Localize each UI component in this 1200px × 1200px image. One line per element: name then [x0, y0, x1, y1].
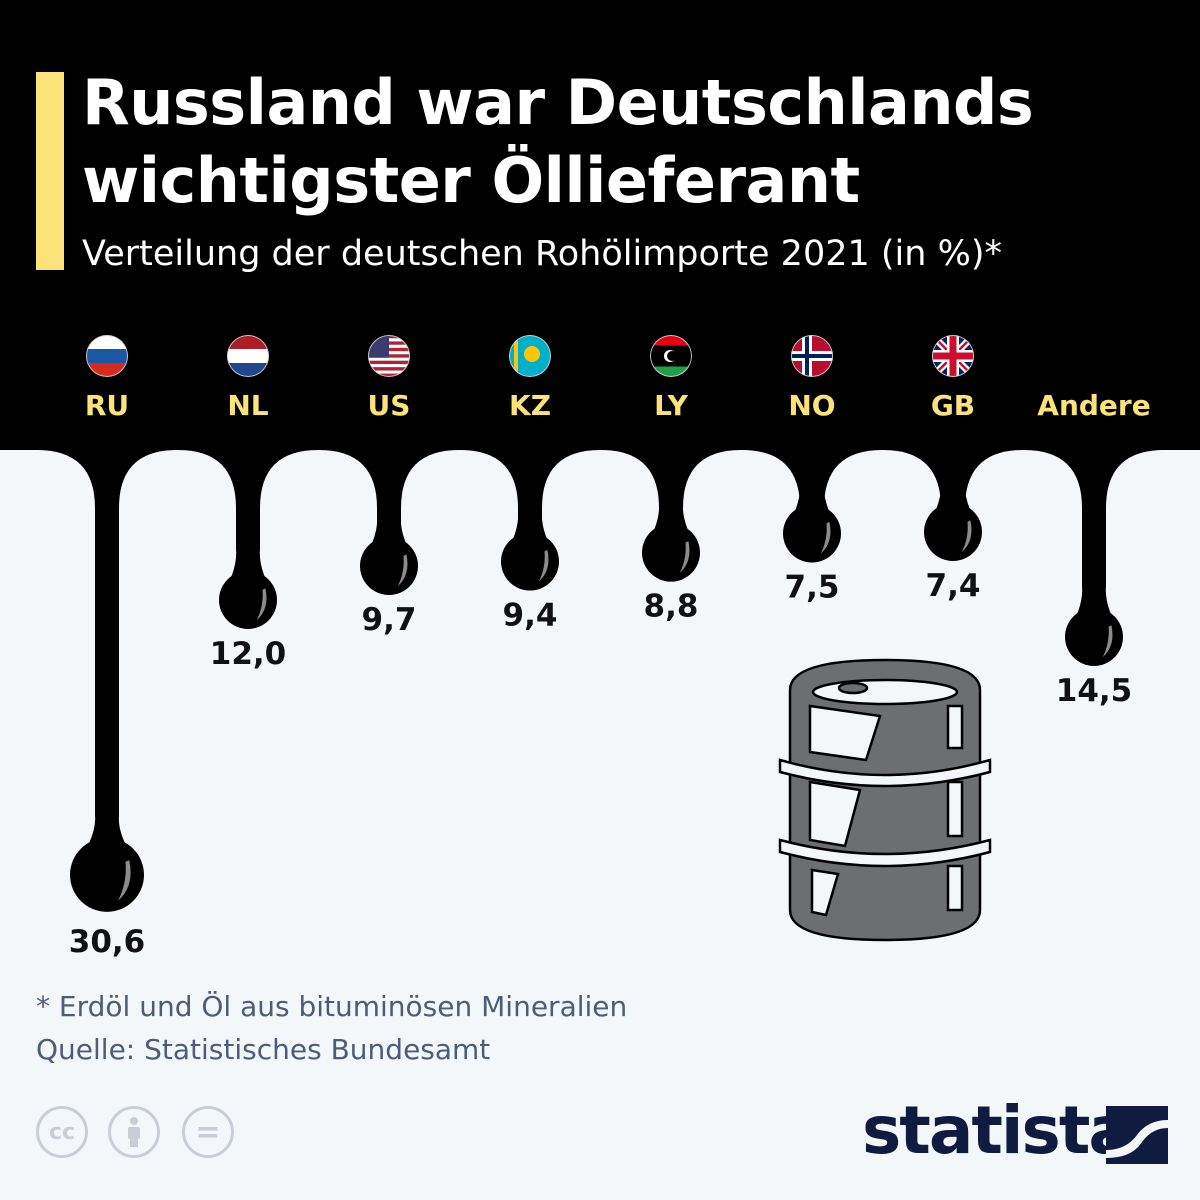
drip-US: 9,7 — [360, 450, 418, 638]
drip-NO: 7,5 — [783, 450, 841, 605]
drip-bulb — [501, 532, 559, 591]
kazakhstan-flag — [509, 335, 551, 377]
drip-GB: 7,4 — [924, 450, 982, 604]
drip-gap — [401, 450, 518, 1200]
drip-highlight — [118, 860, 131, 901]
category-label: LY — [654, 389, 688, 422]
drip-bulb — [1065, 607, 1123, 666]
drip-gap — [119, 450, 236, 1200]
drip-bulb — [924, 502, 982, 561]
drip-KZ: 9,4 — [501, 450, 559, 634]
drip-gap — [0, 450, 95, 1200]
drip-bulb — [783, 504, 841, 563]
drip-highlight — [397, 554, 408, 587]
drip-highlight — [538, 549, 549, 582]
usa-flag — [368, 335, 410, 377]
drip-highlight — [820, 521, 831, 554]
value-label: 8,8 — [644, 589, 699, 625]
title-accent-bar — [36, 72, 64, 270]
no-derivatives-icon[interactable]: = — [182, 1106, 234, 1158]
source: Quelle: Statistisches Bundesamt — [36, 1033, 491, 1066]
russia-flag — [86, 335, 128, 377]
drip-gap — [965, 450, 1082, 1200]
value-label: 12,0 — [210, 636, 287, 672]
norway-flag — [791, 335, 833, 377]
drip-Andere: 14,5 — [1056, 450, 1133, 709]
attribution-icon[interactable] — [108, 1106, 160, 1158]
drip-NL: 12,0 — [210, 450, 287, 672]
drip-highlight — [1102, 625, 1113, 658]
drip-gap — [260, 450, 377, 1200]
header-background — [0, 0, 1200, 530]
drip-highlight — [256, 588, 267, 621]
drip-gap — [683, 450, 800, 1200]
value-label: 7,4 — [926, 568, 981, 604]
category-label: US — [368, 389, 411, 422]
drip-bulb — [70, 837, 144, 912]
cc-icon[interactable]: cc — [36, 1106, 88, 1158]
footnote: * Erdöl und Öl aus bituminösen Mineralie… — [36, 990, 628, 1023]
drip-LY: 8,8 — [642, 450, 700, 625]
category-label: KZ — [509, 389, 551, 422]
drip-bulb — [360, 536, 418, 595]
category-label: GB — [931, 389, 975, 422]
value-label: 14,5 — [1056, 673, 1133, 709]
statista-logo[interactable]: statista — [862, 1092, 1168, 1169]
value-label: 9,4 — [503, 598, 558, 634]
libya-flag — [650, 335, 692, 377]
value-label: 9,7 — [362, 602, 417, 638]
drip-highlight — [961, 520, 972, 553]
drip-stem — [1065, 450, 1123, 637]
drip-stem — [70, 450, 144, 875]
drip-stem — [642, 450, 700, 553]
uk-flag — [932, 335, 974, 377]
value-label: 30,6 — [69, 924, 146, 960]
drip-bulb — [642, 523, 700, 582]
value-label: 7,5 — [785, 569, 840, 605]
drip-RU: 30,6 — [69, 450, 146, 960]
category-label: RU — [85, 389, 129, 422]
category-label: Andere — [1037, 389, 1150, 422]
chart-subtitle: Verteilung der deutschen Rohölimporte 20… — [82, 234, 1002, 274]
drip-stem — [219, 450, 277, 600]
chart-title: Russland war Deutschlands wichtigster Öl… — [82, 66, 1034, 217]
drip-bulb — [219, 570, 277, 629]
oil-barrel-icon — [778, 658, 992, 942]
brand-name: statista — [862, 1092, 1133, 1169]
netherlands-flag — [227, 335, 269, 377]
category-label: NO — [788, 389, 835, 422]
drip-gap — [1106, 450, 1200, 1200]
drip-stem — [501, 450, 559, 562]
drip-gap — [542, 450, 659, 1200]
statista-logo-icon — [1106, 1106, 1168, 1164]
drip-highlight — [679, 541, 690, 573]
drip-stem — [360, 450, 418, 566]
category-label: NL — [227, 389, 268, 422]
